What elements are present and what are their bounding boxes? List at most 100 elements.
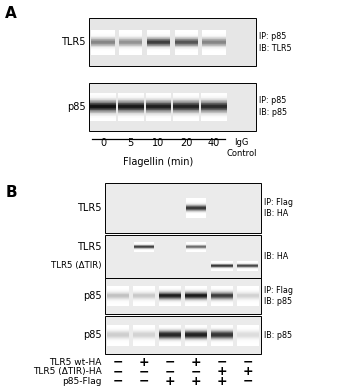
Bar [186, 211, 205, 212]
Bar [133, 296, 155, 297]
Bar [175, 46, 198, 47]
Bar [202, 44, 225, 45]
Bar [175, 36, 198, 37]
Bar [159, 298, 181, 299]
Bar [133, 326, 155, 327]
Bar [107, 293, 129, 294]
Bar [107, 334, 129, 335]
Bar [146, 113, 171, 114]
Text: IP: Flag
IB: p85: IP: Flag IB: p85 [264, 286, 293, 307]
Bar [202, 41, 225, 42]
Text: +: + [190, 375, 201, 388]
Bar [90, 94, 116, 95]
Text: 5: 5 [128, 138, 134, 148]
Bar [90, 112, 116, 113]
Bar [133, 328, 155, 329]
Bar [146, 100, 171, 101]
Bar [107, 327, 129, 328]
Bar [237, 342, 259, 343]
Bar [211, 299, 233, 300]
Bar [211, 293, 233, 294]
Bar [119, 37, 142, 38]
Bar [186, 212, 205, 213]
Bar [185, 342, 207, 343]
Text: +: + [139, 356, 149, 369]
Bar [175, 35, 198, 36]
Bar [185, 334, 207, 335]
Bar [202, 38, 225, 39]
Bar [159, 344, 181, 345]
Bar [91, 44, 115, 45]
Bar [174, 93, 199, 94]
Bar [185, 295, 207, 296]
Bar [133, 332, 155, 333]
Bar [118, 95, 144, 96]
Bar [201, 109, 227, 110]
Bar [90, 105, 116, 106]
Bar [201, 110, 227, 111]
Bar [119, 34, 142, 35]
Bar [185, 297, 207, 298]
Bar [133, 287, 155, 288]
Bar [107, 287, 129, 288]
Bar [147, 54, 170, 55]
Bar [133, 336, 155, 337]
Bar [146, 118, 171, 119]
Bar [147, 44, 170, 45]
Bar [133, 297, 155, 298]
Bar [133, 305, 155, 306]
Bar [211, 290, 233, 291]
Bar [159, 335, 181, 336]
Bar [118, 99, 144, 100]
Bar [91, 31, 115, 32]
Text: A: A [5, 5, 17, 21]
Bar [119, 53, 142, 54]
Bar [107, 298, 129, 299]
Bar [133, 295, 155, 296]
Bar [201, 98, 227, 99]
Bar [147, 53, 170, 54]
Bar [174, 94, 199, 95]
Bar [237, 337, 259, 338]
Bar [159, 331, 181, 332]
Bar [119, 48, 142, 49]
Bar [119, 30, 142, 31]
Bar [237, 297, 259, 298]
Bar [119, 33, 142, 34]
Bar [174, 101, 199, 102]
Bar [133, 334, 155, 335]
Bar [237, 325, 259, 326]
Bar [107, 326, 129, 327]
Bar [133, 325, 155, 326]
Bar [201, 100, 227, 101]
Bar [202, 39, 225, 40]
Bar [147, 46, 170, 47]
Bar [91, 39, 115, 40]
Bar [146, 97, 171, 98]
Bar [107, 301, 129, 302]
Bar [146, 101, 171, 102]
Text: +: + [190, 356, 201, 369]
Bar [202, 35, 225, 36]
Text: TLR5 (ΔTIR): TLR5 (ΔTIR) [51, 262, 102, 270]
Bar [90, 114, 116, 115]
Bar [90, 101, 116, 102]
Bar [211, 334, 233, 335]
Bar [185, 344, 207, 345]
Bar [91, 43, 115, 44]
Text: p85: p85 [83, 291, 102, 301]
Bar [90, 99, 116, 100]
Bar [107, 294, 129, 295]
Bar [133, 343, 155, 344]
Bar [133, 331, 155, 332]
Bar [146, 102, 171, 103]
Bar [146, 103, 171, 104]
Bar [91, 49, 115, 50]
Bar [174, 112, 199, 113]
Bar [211, 340, 233, 341]
Bar [211, 344, 233, 345]
Bar [201, 111, 227, 112]
Bar [119, 38, 142, 39]
Bar [185, 296, 207, 297]
Bar [133, 333, 155, 334]
